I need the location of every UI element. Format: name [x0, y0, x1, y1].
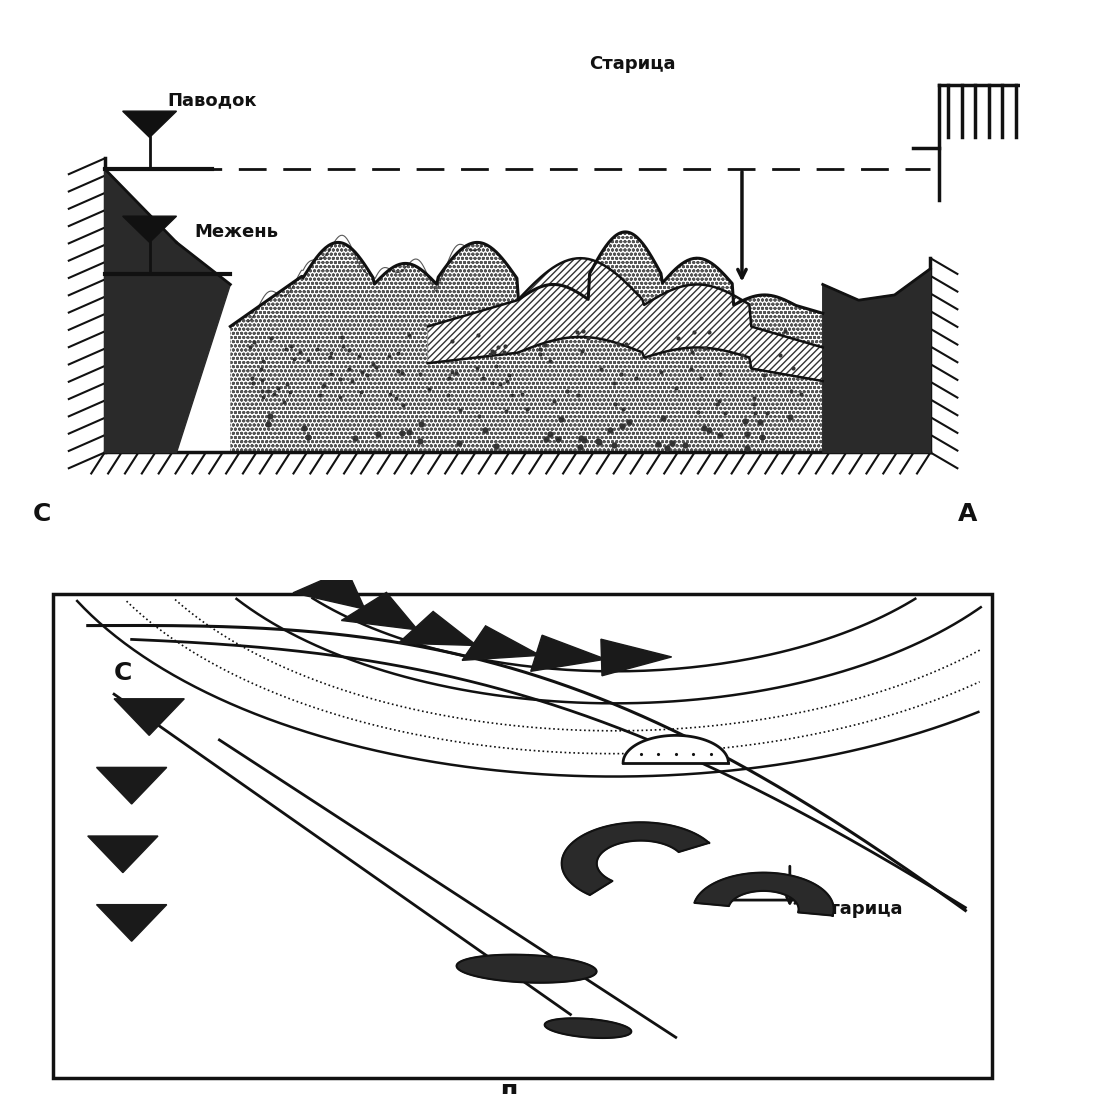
Polygon shape — [823, 269, 930, 453]
Polygon shape — [104, 168, 230, 453]
Polygon shape — [531, 636, 606, 672]
Polygon shape — [398, 612, 477, 645]
Text: С: С — [114, 662, 133, 686]
Text: Д: Д — [498, 1082, 520, 1094]
Polygon shape — [341, 592, 418, 630]
Text: Старица: Старица — [816, 900, 903, 918]
Text: А: А — [958, 502, 976, 526]
Polygon shape — [428, 258, 823, 381]
Text: Межень: Межень — [194, 223, 279, 241]
Polygon shape — [88, 836, 158, 873]
Polygon shape — [114, 699, 184, 735]
Text: Старица: Старица — [589, 55, 676, 73]
Polygon shape — [456, 955, 597, 982]
Polygon shape — [293, 569, 365, 609]
Polygon shape — [462, 626, 540, 661]
Polygon shape — [623, 735, 728, 763]
Polygon shape — [97, 767, 167, 804]
Polygon shape — [123, 112, 177, 138]
Polygon shape — [545, 1019, 631, 1038]
Text: С: С — [33, 502, 52, 526]
Polygon shape — [562, 823, 709, 895]
Polygon shape — [123, 217, 177, 243]
Polygon shape — [230, 232, 823, 453]
Polygon shape — [601, 639, 671, 676]
Polygon shape — [694, 873, 834, 916]
Text: Паводок: Паводок — [168, 92, 257, 109]
Polygon shape — [97, 905, 167, 941]
